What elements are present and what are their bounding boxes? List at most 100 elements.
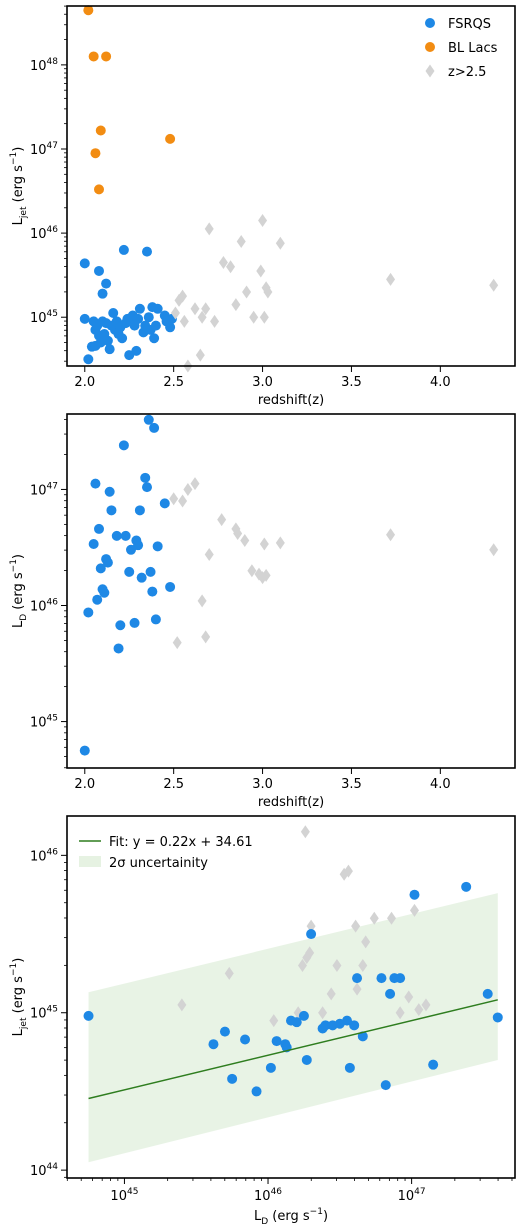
series-z-2-5 [170,213,499,373]
data-point [265,1062,276,1073]
data-point [275,236,285,250]
x-tick-label: 3.0 [252,375,273,390]
data-point [133,313,144,324]
data-point [113,643,124,654]
data-point [385,988,396,999]
x-tick-label: 3.5 [341,375,362,390]
data-point [275,536,285,550]
y-tick-label: 1045 [30,309,58,326]
x-axis-label: LD (erg s−1) [254,1207,328,1225]
data-point [357,1031,368,1042]
data-point [318,1006,328,1020]
data-point [369,911,379,925]
data-point [461,881,472,892]
legend-label: 2σ uncertainity [109,856,208,871]
data-point [351,919,361,933]
data-point [149,333,160,344]
data-point [217,513,227,527]
data-point [88,51,99,62]
data-point [94,265,104,276]
data-point [101,51,112,62]
data-point [247,564,257,578]
y-tick-label: 1045 [30,1005,58,1022]
fit-line [88,999,498,1100]
data-point [352,973,363,984]
x-tick-label: 3.0 [252,777,273,792]
data-point [115,620,126,631]
data-point [236,235,246,249]
data-point [387,911,397,925]
data-point [133,540,144,551]
legend-marker [425,64,435,78]
data-point [300,825,310,839]
legend: Fit: y = 0.22x + 34.61 2σ uncertainity [79,835,253,871]
data-point [231,298,241,312]
data-point [118,440,129,451]
data-point [271,1036,282,1047]
data-point [298,1010,309,1021]
chart-panel-1: 2.0 2.5 3.0 3.5 4.0 1045 1046 1047 1048 redshift(… [9,5,516,408]
y-tick-label: 1046 [30,225,58,242]
data-point [111,530,122,541]
data-point [414,1003,424,1017]
legend: FSRQS BL Lacs z>2.5 [425,17,498,80]
x-tick-label: 2.0 [74,777,95,792]
data-point [83,354,94,365]
data-point [79,745,90,756]
x-tick-label: 1045 [110,1187,138,1204]
data-point [92,594,103,605]
data-point [124,566,135,577]
data-point [208,1039,219,1050]
data-point [344,1062,355,1073]
series-fsrqs [83,881,503,1097]
series-z-2-5 [177,825,431,1028]
data-point [79,258,90,269]
data-point [104,486,115,497]
data-point [197,594,207,608]
legend-label: Fit: y = 0.22x + 34.61 [109,835,253,850]
data-point [226,260,236,274]
y-axis-label: LD (erg s−1) [9,554,29,628]
data-point [140,472,151,483]
data-point [326,987,336,1001]
data-point [178,494,188,508]
data-point [95,563,106,574]
data-point [129,617,140,628]
data-point [421,998,431,1012]
data-point [147,586,158,597]
data-point [83,5,94,16]
data-point [301,1054,312,1065]
legend-marker [425,18,435,28]
y-axis-label: Ljet (erg s−1) [9,958,29,1037]
data-point [297,959,307,973]
y-tick-label: 1044 [30,1162,58,1179]
y-axis-label: Ljet (erg s−1) [9,147,29,226]
data-point [143,312,154,323]
data-point [224,966,234,980]
data-point [83,607,94,618]
data-point [165,581,176,592]
data-point [332,959,342,973]
legend-label: BL Lacs [448,41,498,56]
data-point [136,572,147,583]
data-point [201,630,211,644]
data-point [169,492,179,506]
data-point [170,306,180,320]
data-point [218,256,228,270]
data-point [306,919,316,933]
data-point [106,505,117,516]
legend-label: FSRQS [448,17,491,32]
data-point [358,959,368,973]
data-point [102,335,113,346]
y-tick-label: 1046 [30,598,58,615]
data-point [190,477,200,491]
y-tick-label: 1046 [30,847,58,864]
chart-panel-2: 2.0 2.5 3.0 3.5 4.0 1045 1046 1047 redshift(z) LD… [9,413,516,810]
data-point [195,348,205,362]
data-point [233,527,243,541]
data-point [409,889,420,900]
data-point [386,272,396,286]
data-point [152,541,163,552]
data-point [143,414,154,425]
data-point [240,1034,251,1045]
